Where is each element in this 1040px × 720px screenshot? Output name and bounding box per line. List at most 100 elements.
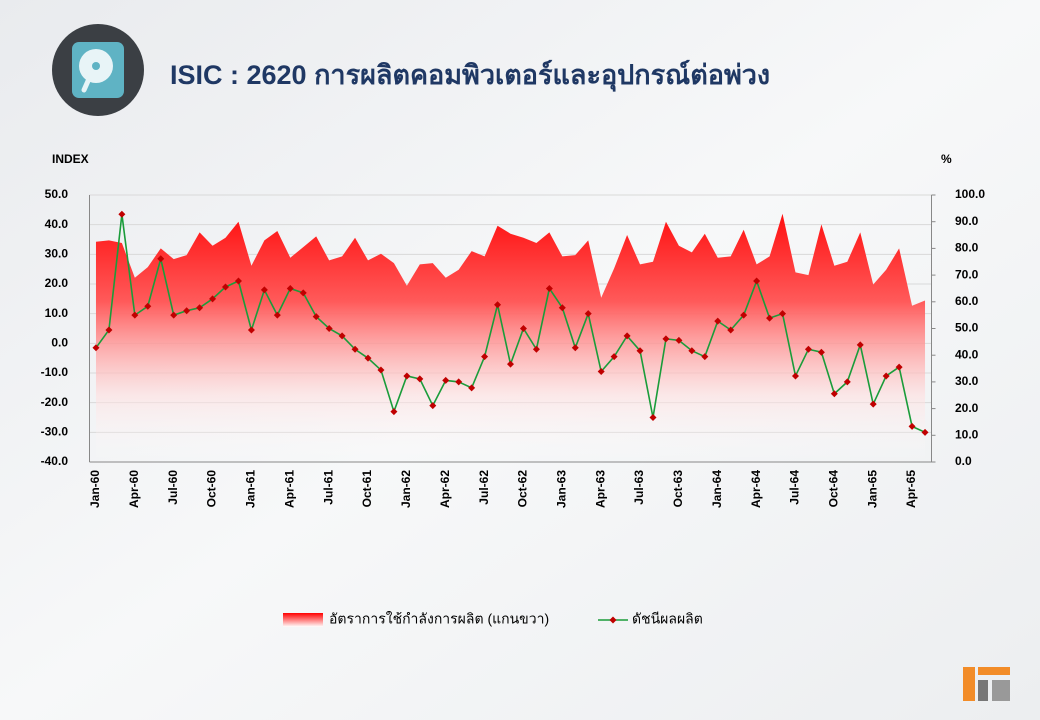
marker [688,347,696,355]
x-tick-label: Jul-60 [166,470,180,505]
x-tick-label: Jul-61 [321,470,335,505]
marker [390,408,398,416]
marker [247,326,255,334]
marker [571,344,579,352]
legend-marker [609,616,617,624]
marker [921,428,929,436]
marker [338,332,346,340]
y-tick-label: 50.0 [45,187,69,201]
marker [481,353,489,361]
marker [558,304,566,312]
marker [701,353,709,361]
legend-label: ดัชนีผลผลิต [632,611,703,627]
marker [675,336,683,344]
marker [144,302,152,310]
y2-tick-label: 30.0 [955,374,979,388]
y2-tick-label: 70.0 [955,267,979,281]
y-tick-label: -40.0 [41,454,69,468]
marker [519,325,527,332]
marker [597,368,605,376]
marker [662,335,670,343]
marker [908,422,916,430]
marker [740,311,748,319]
x-tick-label: Jan-62 [399,470,413,508]
marker [468,384,476,392]
y2-tick-label: 100.0 [955,187,985,201]
marker [183,307,191,315]
x-tick-label: Jan-64 [710,470,724,508]
x-tick-label: Apr-64 [749,470,763,508]
marker [118,210,126,218]
y-tick-label: 10.0 [45,306,69,320]
x-tick-label: Apr-60 [127,470,141,508]
marker [856,341,864,349]
marker [766,314,774,322]
marker [455,378,463,386]
marker [351,345,359,353]
y2-tick-label: 90.0 [955,214,979,228]
x-tick-label: Oct-60 [205,470,219,508]
marker [260,286,268,294]
x-tick-label: Oct-61 [360,470,374,508]
footer-logo [963,667,1010,701]
marker [895,363,903,371]
x-tick-label: Jul-63 [632,470,646,505]
x-tick-label: Oct-63 [671,470,685,508]
x-tick-label: Apr-63 [593,470,607,508]
marker [286,284,294,292]
logo-icon [52,24,144,116]
x-tick-label: Apr-61 [282,470,296,508]
marker [545,284,553,292]
marker [610,353,618,361]
y-tick-label: 30.0 [45,247,69,261]
marker [843,378,851,386]
marker [273,311,281,319]
marker [869,400,877,408]
x-tick-label: Apr-62 [438,470,452,508]
x-tick-label: Jan-60 [88,470,102,508]
y-tick-label: 0.0 [51,336,68,350]
x-tick-label: Apr-65 [904,470,918,508]
x-tick-label: Jan-61 [244,470,258,508]
y-tick-label: -10.0 [41,365,69,379]
marker [222,283,230,291]
x-tick-label: Jul-64 [788,470,802,505]
marker [429,402,437,410]
y-tick-label: 40.0 [45,217,69,231]
marker [623,332,631,340]
marker [209,295,217,303]
marker [403,372,411,380]
marker [882,372,890,380]
marker [532,345,540,353]
marker [804,345,812,353]
y-tick-label: -30.0 [41,425,69,439]
y-tick-label: 20.0 [45,276,69,290]
marker [636,347,644,355]
marker [727,326,735,334]
y-tick-label: -20.0 [41,395,69,409]
x-tick-label: Jul-62 [477,470,491,505]
marker [157,255,165,263]
marker [507,360,514,368]
y2-tick-label: 80.0 [955,241,979,255]
marker [377,366,385,374]
y2-tick-label: 10.0 [955,427,979,441]
x-tick-label: Jan-63 [554,470,568,508]
y2-tick-label: 0.0 [955,454,972,468]
x-tick-label: Jan-65 [865,470,879,508]
marker [299,289,307,297]
marker [416,375,424,383]
marker [196,304,204,312]
legend-swatch [283,613,323,627]
y2-tick-label: 20.0 [955,401,979,415]
marker [753,277,761,285]
marker [817,348,825,356]
y2-axis-title: % [941,152,952,166]
marker [649,414,657,421]
marker [312,313,320,321]
marker [92,344,100,352]
marker [714,317,722,325]
marker [325,325,333,332]
y2-tick-label: 60.0 [955,294,979,308]
